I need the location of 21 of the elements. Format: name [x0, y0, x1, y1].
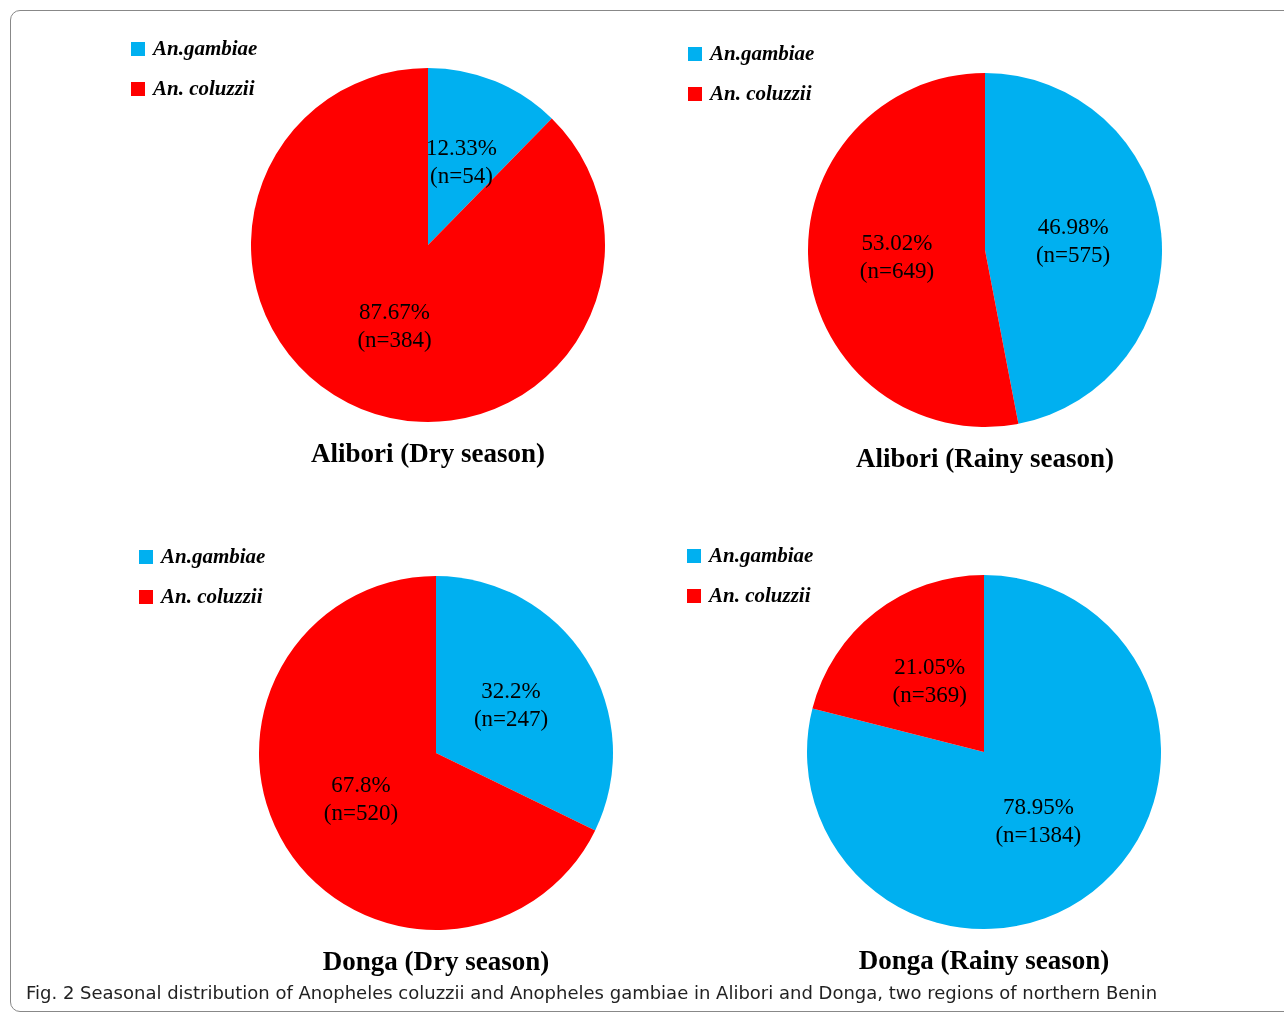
legend-label: An. coluzzii [707, 583, 811, 608]
data-label: 21.05% (n=369) [892, 654, 967, 708]
legend-label: An. coluzzii [159, 584, 263, 609]
legend-label: An. coluzzii [708, 81, 812, 106]
text: Alibori (Rainy season) [855, 442, 1115, 473]
data-label: 87.67% (n=384) [357, 298, 432, 352]
data-label: 53.02% (n=649) [859, 230, 935, 284]
data-label: 67.8% (n=520) [323, 771, 399, 825]
data-label: 78.95% (n=1384) [995, 793, 1082, 847]
legend-label: An. coluzzii [151, 76, 255, 101]
data-label: 12.33% (n=54) [425, 135, 497, 189]
legend-label: An.gambiae [707, 543, 814, 568]
text: Alibori (Dry season) [311, 437, 545, 468]
data-label: 46.98% (n=575) [1035, 213, 1111, 267]
caption: Fig. 2 Seasonal distribution of Anopheles coluzzii and Anopheles gambiae in Alibori and Donga, two regions of northern Benin [26, 982, 1158, 1003]
legend-label: An.gambiae [159, 544, 266, 569]
legend-label: An.gambiae [151, 36, 258, 61]
data-label: 32.2% (n=247) [473, 678, 549, 732]
text: Donga (Rainy season) [858, 944, 1110, 975]
legend-label: An.gambiae [708, 41, 815, 66]
text: Donga (Dry season) [322, 945, 550, 976]
